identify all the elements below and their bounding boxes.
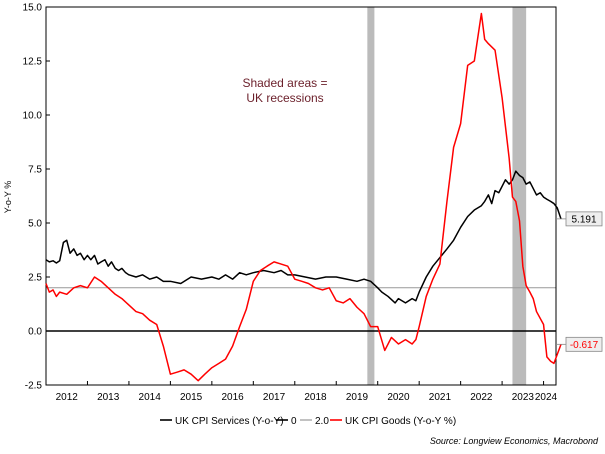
plot-frame — [45, 6, 557, 386]
y-tick-label: 0.0 — [28, 327, 42, 338]
x-tick-label: 2020 — [387, 392, 410, 403]
x-tick-label: 2015 — [180, 392, 203, 403]
annotation-line-1: Shaded areas = — [242, 76, 327, 90]
reference-lines — [46, 287, 556, 332]
x-tick-label: 2014 — [139, 392, 162, 403]
x-tick-label: 2018 — [304, 392, 327, 403]
legend-label-services: UK CPI Services (Y-o-Y) — [175, 416, 284, 427]
recession-bands — [367, 7, 527, 385]
y-axis-label: Y-o-Y % — [3, 181, 13, 214]
y-tick-label: 2.5 — [28, 273, 42, 284]
x-tick-label: 2012 — [56, 392, 79, 403]
source-note: Source: Longview Economics, Macrobond — [430, 436, 599, 446]
x-tick-label: 2016 — [221, 392, 244, 403]
axes: -2.5 0.0 2.5 5.0 7.5 10.0 12.5 15.0 2012 2013 2014… — [23, 3, 558, 404]
end-value-tags: 5.191 -0.617 — [556, 211, 603, 352]
annotation-line-2: UK recessions — [246, 91, 323, 105]
x-tick-label: 2017 — [263, 392, 286, 403]
x-tick-label: 2021 — [429, 392, 452, 403]
annotation: Shaded areas = UK recessions — [242, 76, 327, 105]
series-line-services — [45, 170, 562, 304]
tag-box-goods — [565, 336, 603, 352]
y-tick-label: 5.0 — [28, 219, 42, 230]
tag-box-services — [565, 211, 603, 227]
recession-band-2 — [512, 7, 527, 385]
y-tick-label: 12.5 — [23, 57, 43, 68]
x-tick-label: 2019 — [346, 392, 369, 403]
x-tick-label: 2013 — [97, 392, 120, 403]
recession-band-1 — [367, 7, 375, 385]
y-tick-label: -2.5 — [25, 381, 43, 392]
y-tick-label: 15.0 — [23, 3, 43, 14]
series-line-goods — [45, 12, 562, 382]
tag-label-services: 5.191 — [571, 214, 596, 225]
x-tick-label: 2022 — [470, 392, 493, 403]
x-tick-label: 2024 — [535, 392, 558, 403]
series-lines — [45, 12, 562, 382]
x-tick-label: 2023 — [512, 392, 535, 403]
y-tick-label: 10.0 — [23, 111, 43, 122]
tag-label-goods: -0.617 — [570, 340, 599, 351]
y-tick-label: 7.5 — [28, 165, 42, 176]
legend: UK CPI Services (Y-o-Y) 0 2.0 UK CPI Goo… — [160, 416, 456, 427]
legend-label-goods: UK CPI Goods (Y-o-Y %) — [345, 416, 456, 427]
legend-label-two: 2.0 — [315, 416, 329, 427]
legend-label-zero: 0 — [291, 416, 297, 427]
